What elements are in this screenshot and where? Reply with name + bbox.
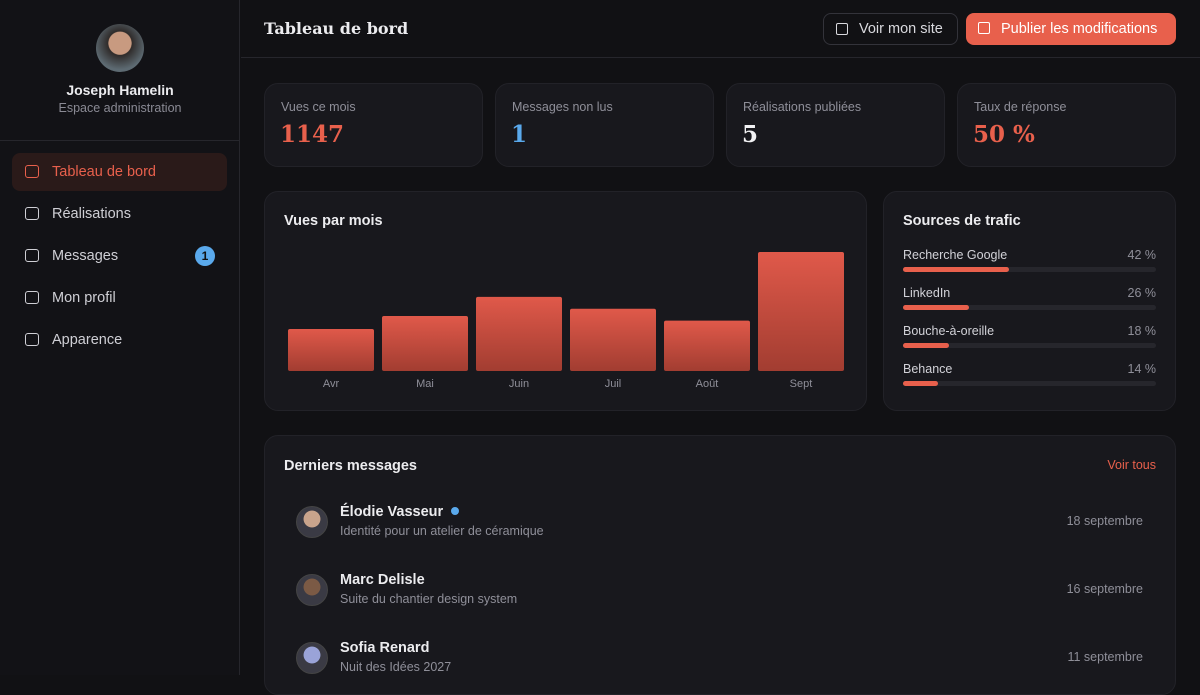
traffic-track xyxy=(903,381,1156,386)
sender-name-text: Sofia Renard xyxy=(340,640,430,656)
sender-name-text: Marc Delisle xyxy=(340,572,425,588)
user-name: Joseph Hamelin xyxy=(66,82,174,98)
nav-item[interactable]: Mon profil xyxy=(12,279,227,317)
stat-label: Taux de réponse xyxy=(974,100,1067,114)
stat-card: Vues ce mois 1147 xyxy=(264,83,483,167)
nav-label: Apparence xyxy=(52,332,123,348)
bar xyxy=(476,296,562,371)
traffic-value: 26 % xyxy=(1127,286,1157,300)
publish-button[interactable]: Publier les modifications xyxy=(966,13,1176,45)
nav-item[interactable]: Messages 1 xyxy=(12,237,227,275)
x-tick-label: Juin xyxy=(509,378,529,390)
message-row[interactable]: Sofia Renard Nuit des Idées 2027 11 septem… xyxy=(281,634,1157,694)
traffic-bar xyxy=(903,267,1010,272)
traffic-row: Behance 14 % xyxy=(903,362,1157,386)
message-subject: Nuit des Idées 2027 xyxy=(340,660,452,674)
traffic-bar xyxy=(903,343,949,348)
traffic-row: LinkedIn 26 % xyxy=(903,286,1157,310)
traffic-track xyxy=(903,305,1156,310)
bar xyxy=(382,316,468,371)
message-subject: Suite du chantier design system xyxy=(340,592,518,606)
user-role: Espace administration xyxy=(58,101,182,115)
stat-label: Réalisations publiées xyxy=(743,100,862,114)
bar xyxy=(288,328,374,371)
traffic-name: Recherche Google xyxy=(903,248,1008,262)
nav-icon xyxy=(25,291,39,304)
x-tick-label: Août xyxy=(696,378,719,390)
message-avatar xyxy=(296,642,328,674)
nav-icon xyxy=(25,333,39,346)
x-tick-label: Juil xyxy=(605,378,622,390)
sidebar: Joseph Hamelin Espace administration Tab… xyxy=(0,0,240,675)
traffic-bar xyxy=(903,305,969,310)
profile: Joseph Hamelin Espace administration xyxy=(0,0,239,141)
nav-icon xyxy=(25,249,39,262)
stat-label: Vues ce mois xyxy=(281,100,356,114)
messages-title: Derniers messages xyxy=(284,458,417,474)
nav-label: Réalisations xyxy=(52,206,131,222)
nav-label: Mon profil xyxy=(52,290,116,306)
chart-title: Vues par mois xyxy=(284,213,383,229)
bar xyxy=(758,252,844,371)
traffic-card: Sources de trafic Recherche Google 42 % Li… xyxy=(883,191,1176,411)
see-all-link[interactable]: Voir tous xyxy=(1107,458,1156,472)
traffic-bar xyxy=(903,381,939,386)
message-date: 18 septembre xyxy=(1066,514,1143,528)
stat-card: Messages non lus 1 xyxy=(495,83,714,167)
x-tick-label: Avr xyxy=(323,378,340,390)
traffic-name: Behance xyxy=(903,362,953,376)
x-tick-label: Sept xyxy=(790,378,813,390)
stat-value: 1147 xyxy=(280,121,345,148)
view-site-button[interactable]: Voir mon site xyxy=(823,13,958,45)
traffic-name: Bouche-à-oreille xyxy=(903,324,995,338)
avatar xyxy=(96,24,144,72)
traffic-value: 18 % xyxy=(1127,324,1157,338)
bar xyxy=(664,320,750,371)
messages-card: Derniers messages Voir tous Élodie Vasse… xyxy=(264,435,1176,695)
page-title: Tableau de bord xyxy=(264,19,409,38)
nav-icon xyxy=(25,165,39,178)
message-subject: Identité pour un atelier de céramique xyxy=(340,524,544,538)
traffic-value: 42 % xyxy=(1127,248,1157,262)
message-row[interactable]: Marc Delisle Suite du chantier design sys… xyxy=(281,566,1157,626)
nav-item[interactable]: Apparence xyxy=(12,321,227,359)
nav-badge: 1 xyxy=(195,246,215,266)
message-avatar xyxy=(296,574,328,606)
stat-card: Taux de réponse 50 % xyxy=(957,83,1176,167)
traffic-name: LinkedIn xyxy=(903,286,951,300)
nav-item[interactable]: Tableau de bord xyxy=(12,153,227,191)
message-avatar xyxy=(296,506,328,538)
traffic-track xyxy=(903,343,1156,348)
header: Tableau de bord Voir mon site Publier le… xyxy=(241,0,1200,58)
stat-value: 1 xyxy=(511,121,528,148)
stat-value: 5 xyxy=(742,121,759,148)
sender-name: Élodie Vasseur xyxy=(340,504,460,520)
bar xyxy=(570,308,656,371)
message-date: 11 septembre xyxy=(1067,650,1143,664)
button-label: Publier les modifications xyxy=(1001,21,1158,37)
traffic-value: 14 % xyxy=(1127,362,1157,376)
chart: Avr Mai Juin Juil Août Sept xyxy=(288,252,844,390)
x-tick-label: Mai xyxy=(416,378,434,390)
stat-card: Réalisations publiées 5 xyxy=(726,83,945,167)
message-date: 16 septembre xyxy=(1066,582,1143,596)
traffic-title: Sources de trafic xyxy=(903,213,1021,229)
chart-card: Vues par mois Avr Mai Juin Juil Août Sept xyxy=(264,191,867,411)
stat-value: 50 % xyxy=(973,121,1035,148)
nav-label: Tableau de bord xyxy=(52,164,156,180)
button-label: Voir mon site xyxy=(859,21,943,37)
nav-label: Messages xyxy=(52,248,119,264)
message-row[interactable]: Élodie Vasseur Identité pour un atelier d… xyxy=(281,498,1157,558)
sender-name: Marc Delisle xyxy=(340,572,425,588)
traffic-row: Bouche-à-oreille 18 % xyxy=(903,324,1157,348)
traffic-track xyxy=(903,267,1156,272)
nav-icon xyxy=(25,207,39,220)
stat-label: Messages non lus xyxy=(512,100,613,114)
sender-name: Sofia Renard xyxy=(340,640,429,656)
traffic-row: Recherche Google 42 % xyxy=(903,248,1157,272)
unread-dot xyxy=(451,507,460,515)
sender-name-text: Élodie Vasseur xyxy=(340,504,444,520)
nav-item[interactable]: Réalisations xyxy=(12,195,227,233)
